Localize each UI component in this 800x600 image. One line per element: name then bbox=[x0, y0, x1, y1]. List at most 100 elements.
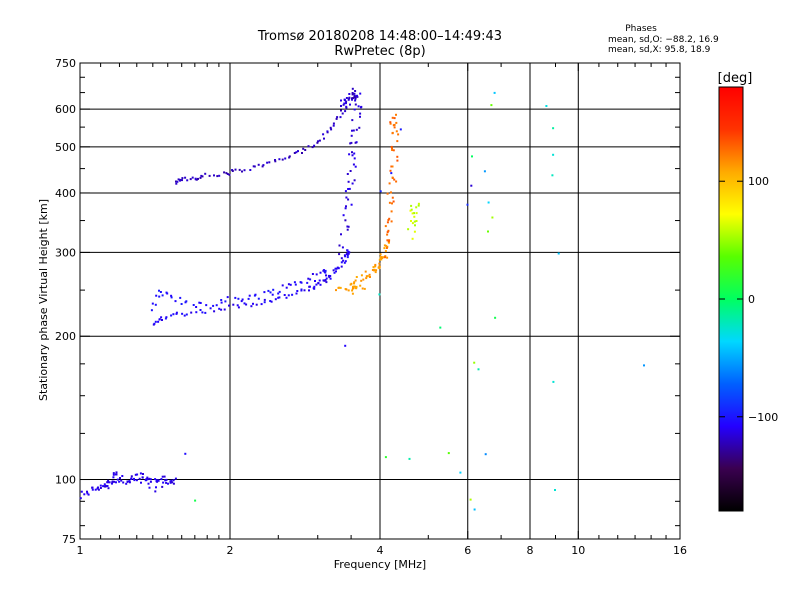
echo-point bbox=[353, 96, 356, 99]
echo-point bbox=[415, 220, 418, 222]
echo-point bbox=[340, 105, 342, 107]
echo-point bbox=[115, 481, 117, 484]
echo-point bbox=[194, 177, 197, 180]
echo-point bbox=[371, 269, 374, 271]
echo-point bbox=[149, 478, 152, 481]
echo-point bbox=[174, 300, 177, 303]
echo-point bbox=[80, 490, 83, 493]
echo-point bbox=[315, 283, 318, 286]
echo-point bbox=[350, 134, 353, 137]
echo-point bbox=[491, 216, 494, 219]
echo-point bbox=[179, 296, 182, 299]
echo-point bbox=[130, 475, 133, 478]
echo-point bbox=[348, 96, 351, 99]
echo-point bbox=[384, 225, 387, 228]
echo-point bbox=[473, 361, 476, 364]
x-tick-label: 1 bbox=[77, 544, 84, 557]
phase-stats-o: mean, sd,O: −88.2, 16.9 bbox=[608, 35, 719, 45]
echo-point bbox=[224, 300, 227, 303]
echo-point bbox=[252, 165, 255, 168]
echo-point bbox=[234, 168, 237, 171]
echo-point bbox=[554, 489, 556, 491]
echo-point bbox=[175, 312, 178, 315]
echo-point bbox=[226, 173, 229, 175]
echo-point bbox=[361, 287, 364, 290]
echo-point bbox=[317, 140, 319, 143]
echo-point bbox=[170, 296, 173, 299]
echo-point bbox=[133, 477, 135, 480]
echo-point bbox=[91, 486, 94, 489]
echo-point bbox=[323, 269, 325, 272]
echo-point bbox=[364, 270, 367, 273]
echo-point bbox=[261, 165, 264, 168]
echo-point bbox=[344, 190, 347, 193]
echo-point bbox=[281, 284, 284, 287]
echo-point bbox=[103, 485, 106, 488]
echo-point bbox=[409, 209, 412, 212]
echo-point bbox=[344, 207, 347, 210]
echo-point bbox=[341, 246, 344, 249]
echo-point bbox=[343, 254, 346, 257]
echo-point bbox=[355, 276, 358, 278]
echo-point bbox=[281, 158, 284, 161]
echo-point bbox=[346, 251, 349, 254]
echo-point bbox=[349, 103, 351, 106]
echo-point bbox=[470, 184, 473, 187]
x-tick-label: 6 bbox=[464, 544, 471, 557]
echo-point bbox=[155, 294, 158, 297]
echo-point bbox=[112, 473, 115, 476]
echo-point bbox=[390, 172, 393, 175]
echo-point bbox=[386, 233, 389, 236]
echo-point bbox=[252, 302, 254, 305]
y-axis-label: Stationary phase Virtual Height [km] bbox=[37, 199, 50, 401]
echo-point bbox=[216, 175, 219, 178]
echo-point bbox=[204, 311, 207, 314]
echo-point bbox=[338, 286, 341, 289]
echo-point bbox=[393, 123, 396, 126]
echo-point bbox=[469, 498, 472, 501]
echo-point bbox=[396, 159, 399, 162]
echo-point bbox=[150, 309, 153, 312]
echo-point bbox=[99, 487, 102, 489]
echo-point bbox=[336, 116, 339, 119]
echo-point bbox=[266, 161, 269, 164]
echo-point bbox=[340, 99, 342, 102]
echo-point bbox=[175, 311, 178, 314]
echo-point bbox=[190, 311, 193, 314]
echo-point bbox=[395, 180, 398, 183]
echo-point bbox=[267, 289, 270, 292]
echo-point bbox=[257, 163, 260, 166]
echo-point bbox=[192, 304, 195, 306]
echo-point bbox=[241, 170, 243, 173]
echo-point bbox=[106, 485, 109, 487]
echo-point bbox=[351, 92, 354, 94]
echo-point bbox=[189, 178, 192, 181]
echo-point bbox=[243, 169, 246, 172]
echo-point bbox=[471, 155, 473, 158]
echo-point bbox=[306, 281, 309, 284]
echo-point bbox=[269, 291, 272, 294]
echo-point bbox=[323, 279, 326, 282]
echo-point bbox=[487, 201, 490, 204]
echo-point bbox=[172, 482, 175, 485]
echo-point bbox=[170, 294, 173, 297]
echo-point bbox=[287, 283, 290, 286]
echo-point bbox=[378, 262, 381, 265]
echo-point bbox=[383, 244, 386, 247]
echo-point bbox=[333, 271, 336, 274]
echo-point bbox=[296, 290, 299, 292]
echo-point bbox=[347, 225, 350, 228]
echo-point bbox=[473, 508, 476, 511]
echo-point bbox=[228, 304, 230, 307]
echo-point bbox=[390, 165, 393, 168]
echo-point bbox=[354, 141, 357, 144]
echo-point bbox=[260, 303, 263, 306]
echo-point bbox=[340, 265, 343, 268]
echo-point bbox=[215, 304, 218, 307]
echo-point bbox=[356, 95, 359, 98]
echo-point bbox=[322, 133, 325, 136]
echo-point bbox=[274, 298, 277, 301]
echo-point bbox=[353, 152, 356, 155]
echo-point bbox=[294, 283, 297, 286]
